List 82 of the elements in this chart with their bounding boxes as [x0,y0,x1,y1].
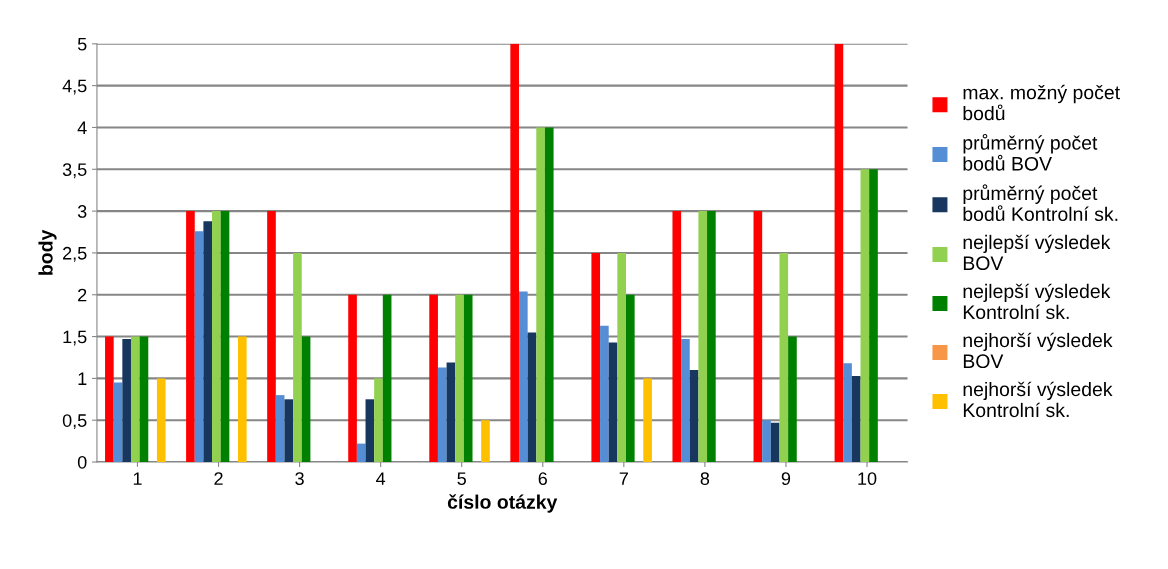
bar [591,252,601,463]
bar [437,367,447,463]
y-tick-label: 3,5 [62,163,87,179]
y-axis-title: body [38,229,57,275]
bar [788,336,797,463]
bar [698,211,708,463]
bar [186,211,195,463]
bar [707,211,716,463]
x-tick-label: 5 [457,472,466,486]
bar [429,294,438,463]
bar [356,443,366,463]
bar [518,291,528,463]
legend-label: nejlepší výsledek Kontrolní sk. [963,283,1111,320]
bar [617,252,626,463]
bar [212,211,221,463]
bar [463,294,473,463]
bar [770,422,780,463]
bar [643,378,652,463]
bar [301,336,311,463]
bar [544,127,554,463]
bar [156,378,166,463]
bar [284,399,294,463]
x-tick-label: 4 [376,472,386,485]
bar [267,211,276,463]
y-tick-label: 2,5 [63,246,87,262]
bar [510,43,519,463]
bar [527,332,537,463]
y-tick-label: 5 [77,37,87,51]
bar [122,339,131,463]
legend-label: průměrný počet bodů BOV [963,133,1098,171]
bar [139,336,149,463]
bar [130,336,140,463]
x-tick-label: 9 [781,472,791,486]
legend-label: max. možný počet bodů [963,84,1120,121]
bar [762,420,771,463]
x-tick-label: 6 [538,472,547,486]
x-tick-label: 7 [619,472,628,485]
bar [600,325,609,463]
bar [382,294,392,463]
y-tick-label: 4 [77,121,87,134]
bar [869,169,878,463]
bar [834,43,844,463]
bar [275,395,285,463]
bar [293,252,302,463]
x-tick-label: 3 [295,472,304,486]
bar [851,375,861,463]
bar [689,370,699,463]
bar [681,339,690,463]
bar [536,127,545,463]
bar [237,336,247,463]
bar [220,211,230,463]
x-tick-label: 8 [700,472,710,486]
y-tick-label: 0 [77,455,87,469]
bar [203,221,213,463]
bar [672,211,682,463]
y-tick-label: 0,5 [62,414,87,430]
y-tick-label: 1 [78,372,87,385]
x-tick-label: 10 [858,472,877,486]
bar [113,382,123,463]
bar [860,169,870,463]
legend-label: průměrný počet bodů Kontrolní sk. [963,184,1118,222]
bar [481,420,490,463]
bar [348,294,357,463]
bar [625,294,635,463]
bar [446,362,456,463]
x-axis-title: číslo otázky [447,494,558,513]
y-tick-label: 4,5 [62,79,87,95]
legend-label: nejhorší výsledek Kontrolní sk. [963,381,1113,418]
bar [374,378,383,463]
bar [455,294,464,463]
bar [843,363,852,463]
bar [105,336,114,463]
bar [194,231,204,463]
y-tick-label: 3 [77,205,87,218]
y-tick-label: 2 [78,288,87,302]
bar [779,252,789,463]
x-tick-label: 2 [214,472,223,485]
bar [608,342,618,463]
bar [365,399,375,463]
bar [753,211,763,463]
x-tick-label: 1 [133,472,142,485]
y-tick-label: 1,5 [63,330,87,346]
